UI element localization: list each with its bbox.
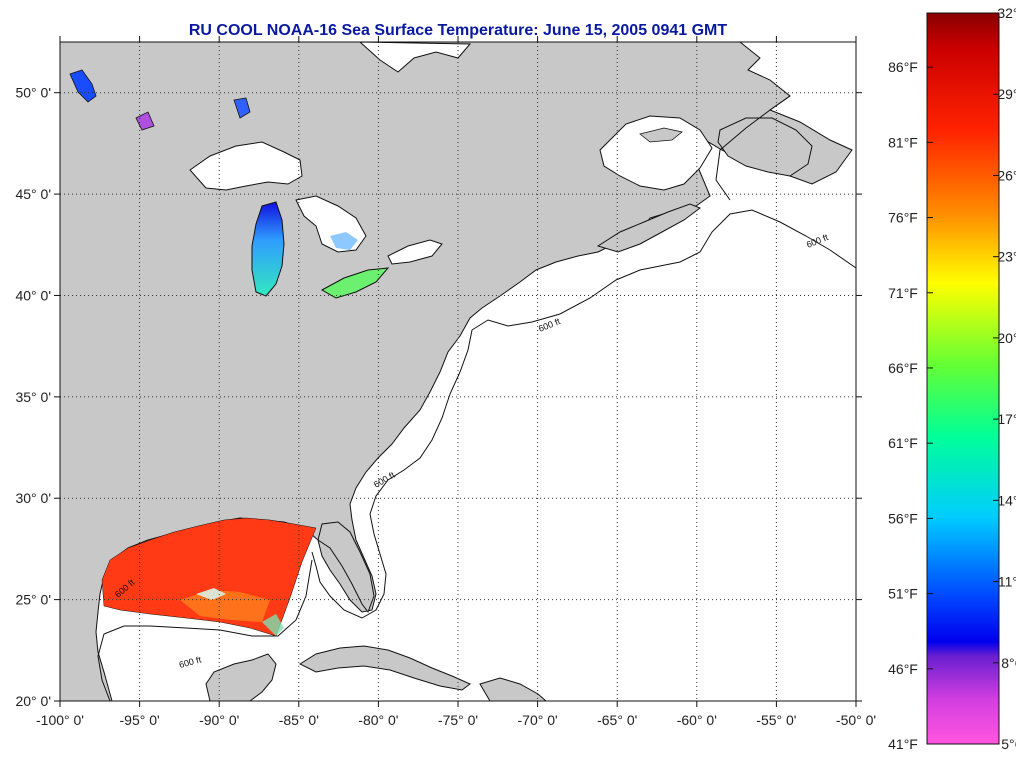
lake-superior [189,141,303,191]
map-title: RU COOL NOAA-16 Sea Surface Temperature:… [188,22,728,39]
colorbar-fahrenheit-label: 41°F [888,736,918,752]
lat-tick-label: 40° 0' [15,287,51,303]
lake-erie [320,267,390,299]
land-florida [317,521,375,614]
lat-tick-label: 35° 0' [15,389,51,405]
colorbar-celsius-label: 29°C [997,86,1016,102]
sst-swath-gulf-speck [196,588,226,600]
lon-tick-label: -100° 0' [36,712,84,728]
sst-swath-gulf-edge [262,614,284,636]
bathymetry-contour-600ft [311,209,856,619]
lake-ontario [387,239,443,265]
colorbar-celsius-label: 20°C [997,330,1016,346]
colorbar-fahrenheit-label: 86°F [888,59,918,75]
colorbar-fahrenheit-label: 66°F [888,360,918,376]
lon-tick-label: -80° 0' [358,712,398,728]
lon-tick-label: -95° 0' [120,712,160,728]
lat-tick-label: 25° 0' [15,592,51,608]
colorbar-celsius-label: 5°C [1001,736,1016,752]
colorbar-labels: 32°C 29°C 26°C 23°C 20°C 17°C 14°C 11°C 8°C 5°C 86… [888,5,1016,752]
bathymetry-contour-nfl [715,95,791,201]
lon-tick-label: -75° 0' [438,712,478,728]
land-anticosti [639,127,683,143]
lon-tick-label: -85° 0' [279,712,319,728]
colorbar-fahrenheit-label: 61°F [888,435,918,451]
lat-tick-label: 45° 0' [15,186,51,202]
map-frame [59,41,857,702]
land-cuba [298,645,471,691]
land-newfoundland [717,117,813,177]
colorbar-fahrenheit-label: 76°F [888,210,918,226]
lake-huron-sst [330,232,358,250]
lon-tick-label: -90° 0' [199,712,239,728]
lat-tick-label: 20° 0' [15,693,51,709]
land-nova-scotia [596,203,702,253]
colorbar-fahrenheit-label: 46°F [888,661,918,677]
lake-small-sst [233,97,251,119]
colorbar-fahrenheit-label: 56°F [888,510,918,526]
colorbar-celsius-label: 23°C [997,249,1016,265]
colorbar-celsius-label: 17°C [997,411,1016,427]
lon-tick-label: -55° 0' [756,712,796,728]
colorbar-celsius-label: 8°C [1001,655,1016,671]
colorbar-celsius-label: 32°C [997,5,1016,21]
lat-tick-label: 50° 0' [15,85,51,101]
colorbar-celsius-label: 14°C [997,492,1016,508]
graticule [60,42,856,701]
lon-tick-label: -50° 0' [836,712,876,728]
lat-tick-label: 30° 0' [15,490,51,506]
lake-michigan [251,201,285,297]
colorbar-celsius-label: 11°C [998,574,1016,590]
lon-tick-label: -70° 0' [518,712,558,728]
gulf-st-lawrence [599,115,713,191]
colorbar-fahrenheit-label: 51°F [888,586,918,602]
axis-ticks: -100° 0' -95° 0' -90° 0' -85° 0' -80° 0' -75°… [15,36,876,728]
lake-winnipeg-sst [69,69,97,103]
lon-tick-label: -65° 0' [597,712,637,728]
colorbar [926,12,1000,745]
colorbar-fahrenheit-label: 71°F [888,285,918,301]
colorbar-celsius-label: 26°C [997,167,1016,183]
colorbar-fahrenheit-label: 81°F [888,134,918,150]
land-yucatan [205,653,277,701]
bathymetry-contour-gulf [97,559,313,701]
lon-tick-label: -60° 0' [677,712,717,728]
sst-swath-gulf-cool [180,590,270,622]
water-north [359,42,472,73]
